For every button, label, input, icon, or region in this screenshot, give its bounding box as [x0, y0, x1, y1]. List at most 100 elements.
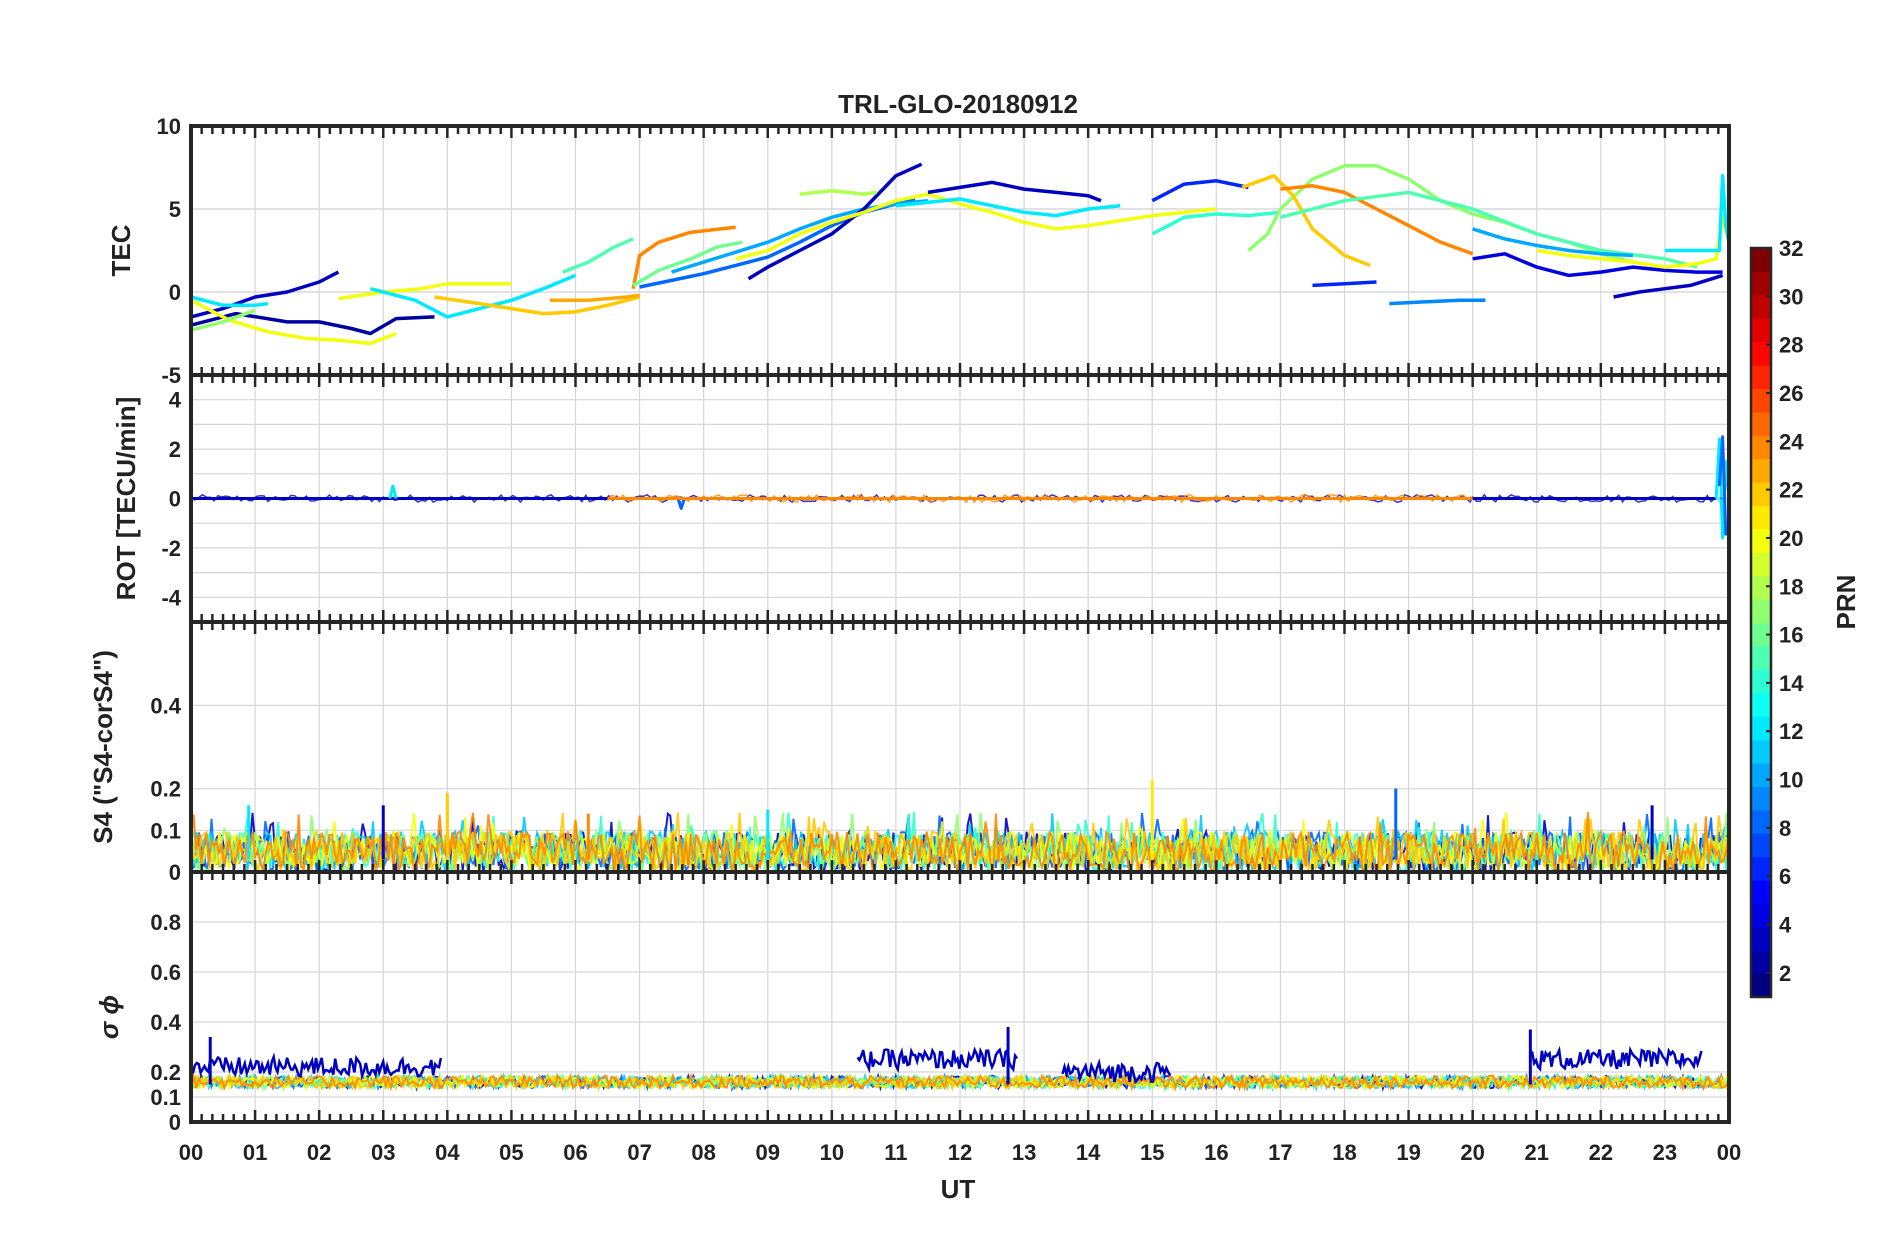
colorbar-tick-label: 14 — [1779, 671, 1804, 696]
colorbar-swatch — [1751, 950, 1771, 975]
y-tick-label: 0 — [169, 1110, 181, 1135]
colorbar-swatch — [1751, 762, 1771, 787]
x-tick-label: 05 — [499, 1140, 523, 1165]
x-tick-label: 14 — [1076, 1140, 1101, 1165]
series-line — [1151, 179, 1249, 203]
colorbar-swatch — [1751, 669, 1771, 694]
series-noise — [190, 1072, 1730, 1092]
y-tick-label: -4 — [161, 585, 181, 610]
series-line — [747, 162, 923, 281]
chart-title: TRL-GLO-20180912 — [838, 89, 1078, 119]
x-tick-label: 08 — [691, 1140, 715, 1165]
colorbar-swatch — [1751, 248, 1771, 273]
colorbar-tick-label: 16 — [1779, 623, 1803, 648]
y-tick-label: 0.1 — [150, 818, 181, 843]
series-line — [799, 188, 877, 196]
colorbar-swatch — [1751, 856, 1771, 881]
colorbar-swatch — [1751, 926, 1771, 951]
colorbar-tick-label: 28 — [1779, 333, 1803, 358]
colorbar-swatch — [1751, 692, 1771, 717]
series-line — [434, 295, 641, 316]
colorbar-swatch — [1751, 341, 1771, 366]
y-axis-label: σ ϕ — [94, 995, 124, 1039]
y-tick-label: 5 — [169, 197, 181, 222]
colorbar-tick-label: 2 — [1779, 961, 1791, 986]
series-line — [1389, 298, 1486, 306]
panel-TEC: -5 0 5 10 TEC — [106, 114, 1731, 388]
series-segment — [856, 1046, 1019, 1074]
colorbar-tick-label: 26 — [1779, 381, 1803, 406]
colorbar-swatch — [1751, 903, 1771, 928]
x-tick-label: 16 — [1204, 1140, 1228, 1165]
x-tick-label: 12 — [948, 1140, 972, 1165]
x-tick-label: 22 — [1589, 1140, 1613, 1165]
x-tick-label: 11 — [884, 1140, 907, 1165]
colorbar-swatch — [1751, 294, 1771, 319]
x-tick-labels: 00 01 02 03 04 05 06 07 08 09 10 11 12 13 14 15 16 17 18 19… — [179, 1140, 1741, 1165]
colorbar-swatch — [1751, 716, 1771, 741]
y-axis-label: ROT [TECU/min] — [111, 397, 141, 601]
y-tick-label: 0.4 — [150, 693, 181, 718]
x-tick-label: 20 — [1460, 1140, 1484, 1165]
colorbar-swatch — [1751, 599, 1771, 624]
series-line — [1472, 252, 1723, 278]
y-tick-label: 0 — [169, 860, 181, 885]
panel-S4: 0 0.1 0.2 0.4 S4 ("S4-corS4") — [88, 620, 1731, 885]
colorbar-swatch — [1751, 552, 1771, 577]
colorbar-swatch — [1751, 318, 1771, 343]
series-line — [631, 225, 736, 290]
series-line — [1472, 227, 1633, 258]
x-tick-label: 21 — [1525, 1140, 1549, 1165]
panel-sigma_phi: 00.10.2 0.4 0.6 0.8 σ ϕ — [94, 870, 1731, 1135]
colorbar-swatch — [1751, 833, 1771, 858]
colorbar-swatch — [1751, 645, 1771, 670]
colorbar-label: PRN — [1831, 575, 1861, 630]
colorbar-swatch — [1751, 271, 1771, 296]
colorbar-swatch — [1751, 809, 1771, 834]
y-axis-label: S4 ("S4-corS4") — [88, 650, 118, 844]
y-tick-label: 0.1 — [150, 1085, 181, 1110]
colorbar-tick-label: 18 — [1779, 574, 1803, 599]
colorbar-swatch — [1751, 739, 1771, 764]
colorbar-swatch — [1751, 411, 1771, 436]
colorbar-swatch — [1751, 458, 1771, 483]
x-tick-label: 18 — [1332, 1140, 1356, 1165]
x-axis-label: UT — [941, 1174, 976, 1204]
series-segment — [1061, 1058, 1172, 1085]
y-tick-label: 4 — [169, 388, 182, 413]
y-tick-label: -5 — [161, 363, 181, 388]
series-line — [895, 197, 1121, 218]
colorbar-swatch — [1751, 505, 1771, 530]
series-line — [562, 237, 634, 274]
colorbar-tick-label: 10 — [1779, 768, 1803, 793]
x-tick-label: 01 — [243, 1140, 267, 1165]
y-tick-label: 0 — [169, 487, 181, 512]
colorbar-swatch — [1751, 879, 1771, 904]
series-line — [1717, 435, 1728, 536]
series-line — [1151, 210, 1281, 236]
series-line — [1613, 273, 1724, 299]
colorbar-swatch — [1751, 365, 1771, 390]
x-tick-label: 10 — [820, 1140, 844, 1165]
y-tick-label: 0.2 — [150, 1060, 181, 1085]
series-noise — [190, 1071, 1730, 1093]
y-tick-label: 2 — [169, 437, 181, 462]
y-tick-label: 0.6 — [150, 960, 181, 985]
colorbar-tick-label: 22 — [1779, 478, 1803, 503]
x-tick-label: 06 — [563, 1140, 587, 1165]
y-axis-label: TEC — [106, 224, 136, 276]
colorbar-tick-label: 24 — [1779, 429, 1804, 454]
x-tick-label: 17 — [1268, 1140, 1292, 1165]
colorbar-swatch — [1751, 786, 1771, 811]
colorbar-swatch — [1751, 435, 1771, 460]
series-noise — [606, 493, 1472, 504]
x-tick-label: 15 — [1140, 1140, 1164, 1165]
x-tick-label: 02 — [307, 1140, 331, 1165]
series-line — [927, 180, 1102, 203]
series-line — [632, 240, 743, 287]
series-noise — [1719, 497, 1723, 500]
